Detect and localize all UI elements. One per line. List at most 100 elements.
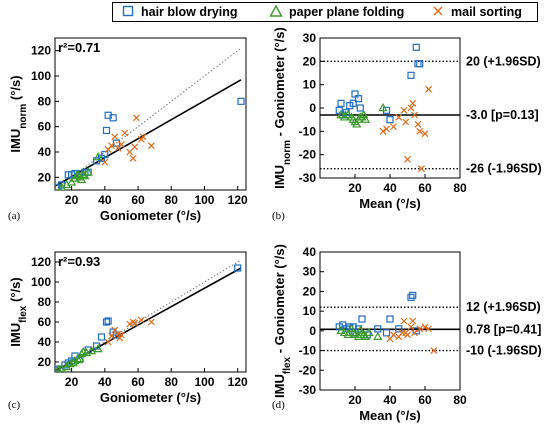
data-point-hair-blow-drying	[354, 95, 363, 103]
y-tick-label: 100	[31, 275, 51, 289]
data-point-paper-plane-folding	[93, 152, 103, 161]
plot-frame	[54, 37, 247, 191]
plot-frame	[319, 251, 461, 391]
y-axis-label-subscript: norm	[18, 104, 29, 129]
x-tick-label: 40	[383, 393, 397, 407]
x-axis-label: Mean (°/s)	[359, 408, 421, 423]
mean-bias-label: -3.0 [p=0.13]	[466, 108, 539, 122]
limit-of-agreement-label: 12 (+1.96SD)	[466, 300, 541, 314]
data-point-mail-sorting	[118, 331, 125, 339]
data-point-hair-blow-drying	[101, 150, 109, 159]
data-point-mail-sorting	[379, 127, 387, 135]
data-point-mail-sorting	[416, 127, 424, 135]
limit-of-agreement-label: 20 (+1.96SD)	[466, 54, 541, 68]
x-tick-label: 80	[453, 181, 467, 195]
x-tick-label: 40	[98, 375, 112, 389]
data-point-hair-blow-drying	[234, 264, 242, 272]
data-point-mail-sorting	[416, 325, 424, 333]
identity-line	[55, 47, 242, 190]
y-tick-label: 80	[38, 295, 52, 309]
data-point-hair-blow-drying	[414, 60, 422, 68]
y-axis-label: IMUflex - Goniometer (°/s)	[272, 244, 293, 398]
x-tick-label: 120	[228, 193, 248, 207]
data-point-paper-plane-folding	[86, 345, 97, 355]
y-axis-label-main: IMU	[272, 374, 287, 398]
data-point-paper-plane-folding	[83, 167, 93, 176]
data-point-mail-sorting	[411, 329, 418, 337]
panel-label: (a)	[8, 210, 21, 222]
data-point-mail-sorting	[409, 317, 417, 325]
y-tick-label: -20	[299, 363, 317, 377]
x-tick-label: 60	[131, 375, 145, 389]
panel-b: 20 40 60 80 -30 -20 -10 0 10 20 30 Mean (°/s) IMUnor…	[272, 27, 542, 211]
y-axis-label-subscript: flex	[18, 305, 29, 323]
x-tick-label: 80	[165, 375, 179, 389]
y-axis-label-unit: - Goniometer (°/s)	[272, 244, 287, 357]
data-point-paper-plane-folding	[352, 119, 362, 128]
data-point-mail-sorting	[139, 133, 147, 141]
data-point-hair-blow-drying	[102, 318, 111, 326]
y-tick-label: 0	[309, 101, 316, 115]
y-tick-label: 40	[38, 335, 52, 349]
data-point-mail-sorting	[121, 129, 129, 137]
data-point-mail-sorting	[108, 142, 115, 150]
data-point-mail-sorting	[395, 113, 403, 121]
data-point-mail-sorting	[425, 325, 432, 333]
y-tick-label: 20	[38, 170, 52, 184]
y-tick-label: 20	[303, 284, 317, 298]
data-point-hair-blow-drying	[412, 43, 420, 51]
r-squared-annotation: r²=0.93	[58, 254, 100, 269]
data-point-mail-sorting	[147, 318, 155, 326]
y-axis-label-subscript: norm	[282, 140, 293, 165]
data-point-hair-blow-drying	[337, 99, 345, 107]
y-tick-label: 120	[31, 255, 51, 269]
data-point-mail-sorting	[390, 331, 397, 339]
y-axis-label-unit: (°/s)	[8, 75, 23, 103]
data-point-mail-sorting	[147, 142, 155, 150]
data-point-mail-sorting	[104, 338, 112, 346]
x-tick-label: 20	[348, 393, 362, 407]
panel-c: 20 40 60 80 100 120 20 40 60 80 100 120 Goniometer (…	[8, 251, 248, 405]
y-axis-label: IMUnorm - Goniometer (°/s)	[272, 27, 293, 189]
y-tick-label: 30	[303, 265, 317, 279]
y-tick-label: 10	[303, 304, 317, 318]
data-point-mail-sorting	[425, 85, 432, 93]
data-point-mail-sorting	[129, 154, 137, 162]
data-point-hair-blow-drying	[407, 293, 415, 301]
y-tick-label: 40	[38, 145, 52, 159]
x-tick-label: 60	[418, 181, 432, 195]
data-point-hair-blow-drying	[104, 317, 112, 325]
x-tick-label: 20	[65, 375, 79, 389]
data-point-hair-blow-drying	[386, 116, 394, 124]
x-tick-label: 40	[383, 181, 397, 195]
mean-bias-label: 0.78 [p=0.41]	[466, 322, 541, 336]
y-tick-label: 120	[31, 44, 51, 58]
x-axis-label: Mean (°/s)	[359, 196, 421, 211]
panel-label: (c)	[8, 399, 21, 411]
data-point-mail-sorting	[402, 118, 410, 126]
plot-data	[55, 259, 242, 372]
y-axis-label-unit: (°/s)	[8, 277, 23, 305]
y-tick-label: 40	[303, 245, 317, 259]
data-point-hair-blow-drying	[97, 333, 106, 341]
data-point-mail-sorting	[407, 323, 415, 331]
plot-data	[320, 43, 460, 173]
data-point-hair-blow-drying	[407, 71, 415, 79]
x-tick-label: 60	[418, 393, 432, 407]
legend-label-hair-blow-drying: hair blow drying	[141, 5, 238, 19]
data-point-paper-plane-folding	[343, 109, 353, 119]
data-point-mail-sorting	[383, 125, 390, 133]
x-tick-label: 100	[194, 193, 214, 207]
data-point-mail-sorting	[101, 158, 109, 166]
data-point-mail-sorting	[111, 133, 119, 141]
x-axis-label: Goniometer (°/s)	[100, 208, 201, 223]
y-tick-label: 0	[309, 324, 316, 338]
data-point-hair-blow-drying	[382, 329, 391, 337]
x-tick-label: 120	[228, 375, 248, 389]
panel-label: (b)	[272, 210, 285, 222]
data-point-paper-plane-folding	[360, 114, 371, 123]
data-point-mail-sorting	[411, 111, 418, 119]
y-tick-label: 60	[38, 315, 52, 329]
y-axis-label-main: IMU	[8, 323, 23, 347]
